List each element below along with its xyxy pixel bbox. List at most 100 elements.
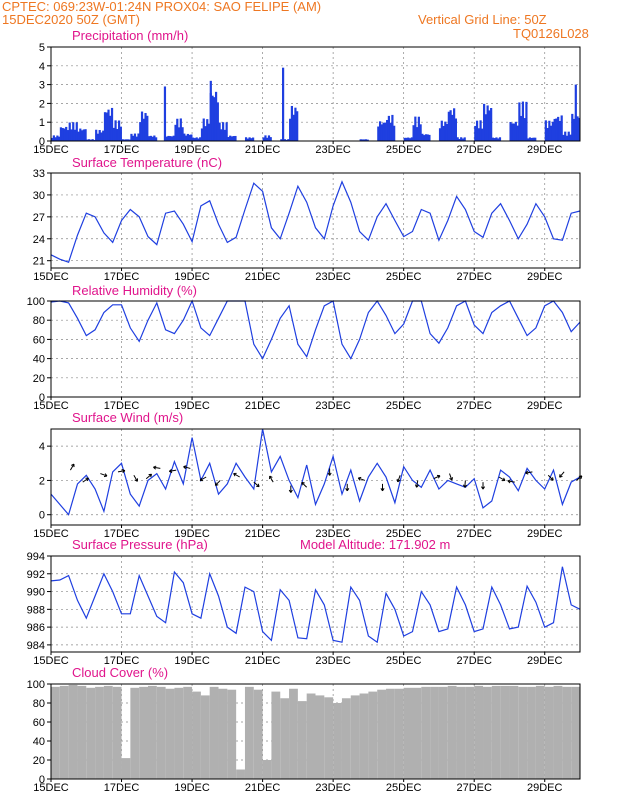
y-tick-label: 988 [27, 604, 45, 616]
wind-arrow-shaft [433, 475, 441, 480]
precip-bar [186, 133, 189, 141]
cloud-bar [350, 695, 360, 779]
precip-bar [565, 135, 569, 141]
precip-bar [532, 137, 535, 141]
precip-bar [188, 134, 191, 141]
wind-arrow [183, 465, 191, 470]
y-tick-label: 0 [39, 774, 45, 786]
y-tick-label: 40 [33, 736, 45, 748]
panel-surface-temperature-nc: 21 24 27 30 33 15DEC 17DEC 19DEC 21DEC 23DEC 25DEC… [33, 155, 581, 283]
precip-bar [79, 128, 82, 141]
panel-frame [50, 683, 581, 780]
precip-bar [199, 137, 202, 141]
precip-bar [460, 137, 463, 141]
precip-bar [209, 80, 212, 141]
wind-arrow-shaft [464, 480, 466, 488]
y-tick-label: 0 [39, 510, 45, 522]
y-tick-label: 0 [39, 392, 45, 404]
cloud-bar [438, 686, 448, 779]
x-tick-label: 17DEC [104, 400, 140, 412]
y-tick-label: 992 [27, 569, 45, 581]
precip-bar [213, 97, 216, 141]
cloud-bar [465, 686, 475, 779]
series-line [50, 428, 581, 516]
precip-bar [93, 139, 96, 141]
precip-bar [128, 139, 131, 141]
wind-arrow-shaft [133, 475, 138, 482]
cloud-bar [253, 689, 263, 779]
precip-bar [412, 125, 415, 141]
wind-arrow [559, 471, 565, 478]
x-tick-label: 19DEC [174, 655, 210, 667]
wind-arrow [199, 476, 207, 482]
panel-frame [50, 428, 581, 526]
y-tick-label: 990 [27, 587, 45, 599]
y-tick-label: 4 [39, 61, 45, 73]
precip-bar [207, 123, 211, 141]
cloud-bar [447, 685, 457, 779]
wind-arrow-head [380, 488, 385, 492]
precip-bar [514, 121, 517, 141]
y-tick-label: 40 [33, 354, 45, 366]
precip-bar [294, 107, 297, 141]
wind-arrow-shaft [233, 473, 240, 478]
precip-bar [555, 118, 558, 141]
precip-bar [146, 115, 149, 141]
cloud-bar [95, 686, 104, 779]
precip-bar [403, 137, 406, 141]
precip-bar [551, 121, 554, 141]
precip-bar [227, 137, 230, 141]
cloud-bar [315, 695, 325, 779]
x-tick-label: 17DEC [104, 782, 140, 794]
precip-bar [88, 139, 91, 141]
precip-bar [512, 123, 516, 141]
cloud-bar [174, 687, 184, 779]
precip-bar [165, 136, 168, 141]
cloud-bar [483, 686, 492, 779]
x-tick-label: 25DEC [386, 400, 422, 412]
precip-bar [96, 133, 100, 141]
wind-arrow-head [103, 473, 108, 478]
x-tick-label: 17DEC [104, 271, 140, 283]
precip-bar [139, 122, 142, 141]
precip-bar [230, 136, 234, 141]
precip-bar [59, 127, 63, 141]
precip-bar [155, 137, 158, 141]
cloud-bar [183, 686, 193, 779]
wind-arrow-shaft [358, 477, 366, 481]
precip-bar [527, 138, 530, 141]
panel-title: Precipitation (mm/h) [72, 28, 188, 43]
precip-bar [483, 103, 486, 141]
precip-bar [63, 128, 66, 141]
x-tick-label: 25DEC [386, 271, 422, 283]
wind-arrow-shaft [169, 469, 177, 472]
precip-bar [267, 135, 271, 141]
cloud-bar [192, 691, 201, 779]
precip-bar [109, 115, 112, 141]
precip-bar [206, 119, 209, 141]
wind-arrow [233, 472, 240, 478]
precip-bar [428, 134, 431, 141]
precip-bar [285, 139, 288, 141]
precip-bar [414, 116, 417, 141]
precip-bar [408, 138, 412, 141]
precip-bar [163, 86, 167, 141]
wind-arrow [100, 473, 108, 478]
precip-bar [114, 120, 117, 141]
precip-bar [453, 108, 456, 141]
precip-bar [447, 111, 450, 141]
precip-bar [89, 139, 92, 141]
precip-bar [423, 135, 426, 141]
cloud-bar [412, 687, 422, 779]
precip-bar [151, 136, 154, 141]
precip-bar [116, 128, 119, 141]
precip-bar [393, 125, 396, 141]
precip-bar [65, 126, 68, 141]
precip-bar [445, 123, 449, 141]
cloud-bar [77, 685, 87, 779]
wind-arrow-head [480, 486, 486, 490]
cloud-bar [544, 686, 554, 779]
wind-arrow-shaft [82, 477, 89, 483]
x-tick-label: 15DEC [33, 655, 69, 667]
wind-arrow-head [559, 474, 563, 478]
